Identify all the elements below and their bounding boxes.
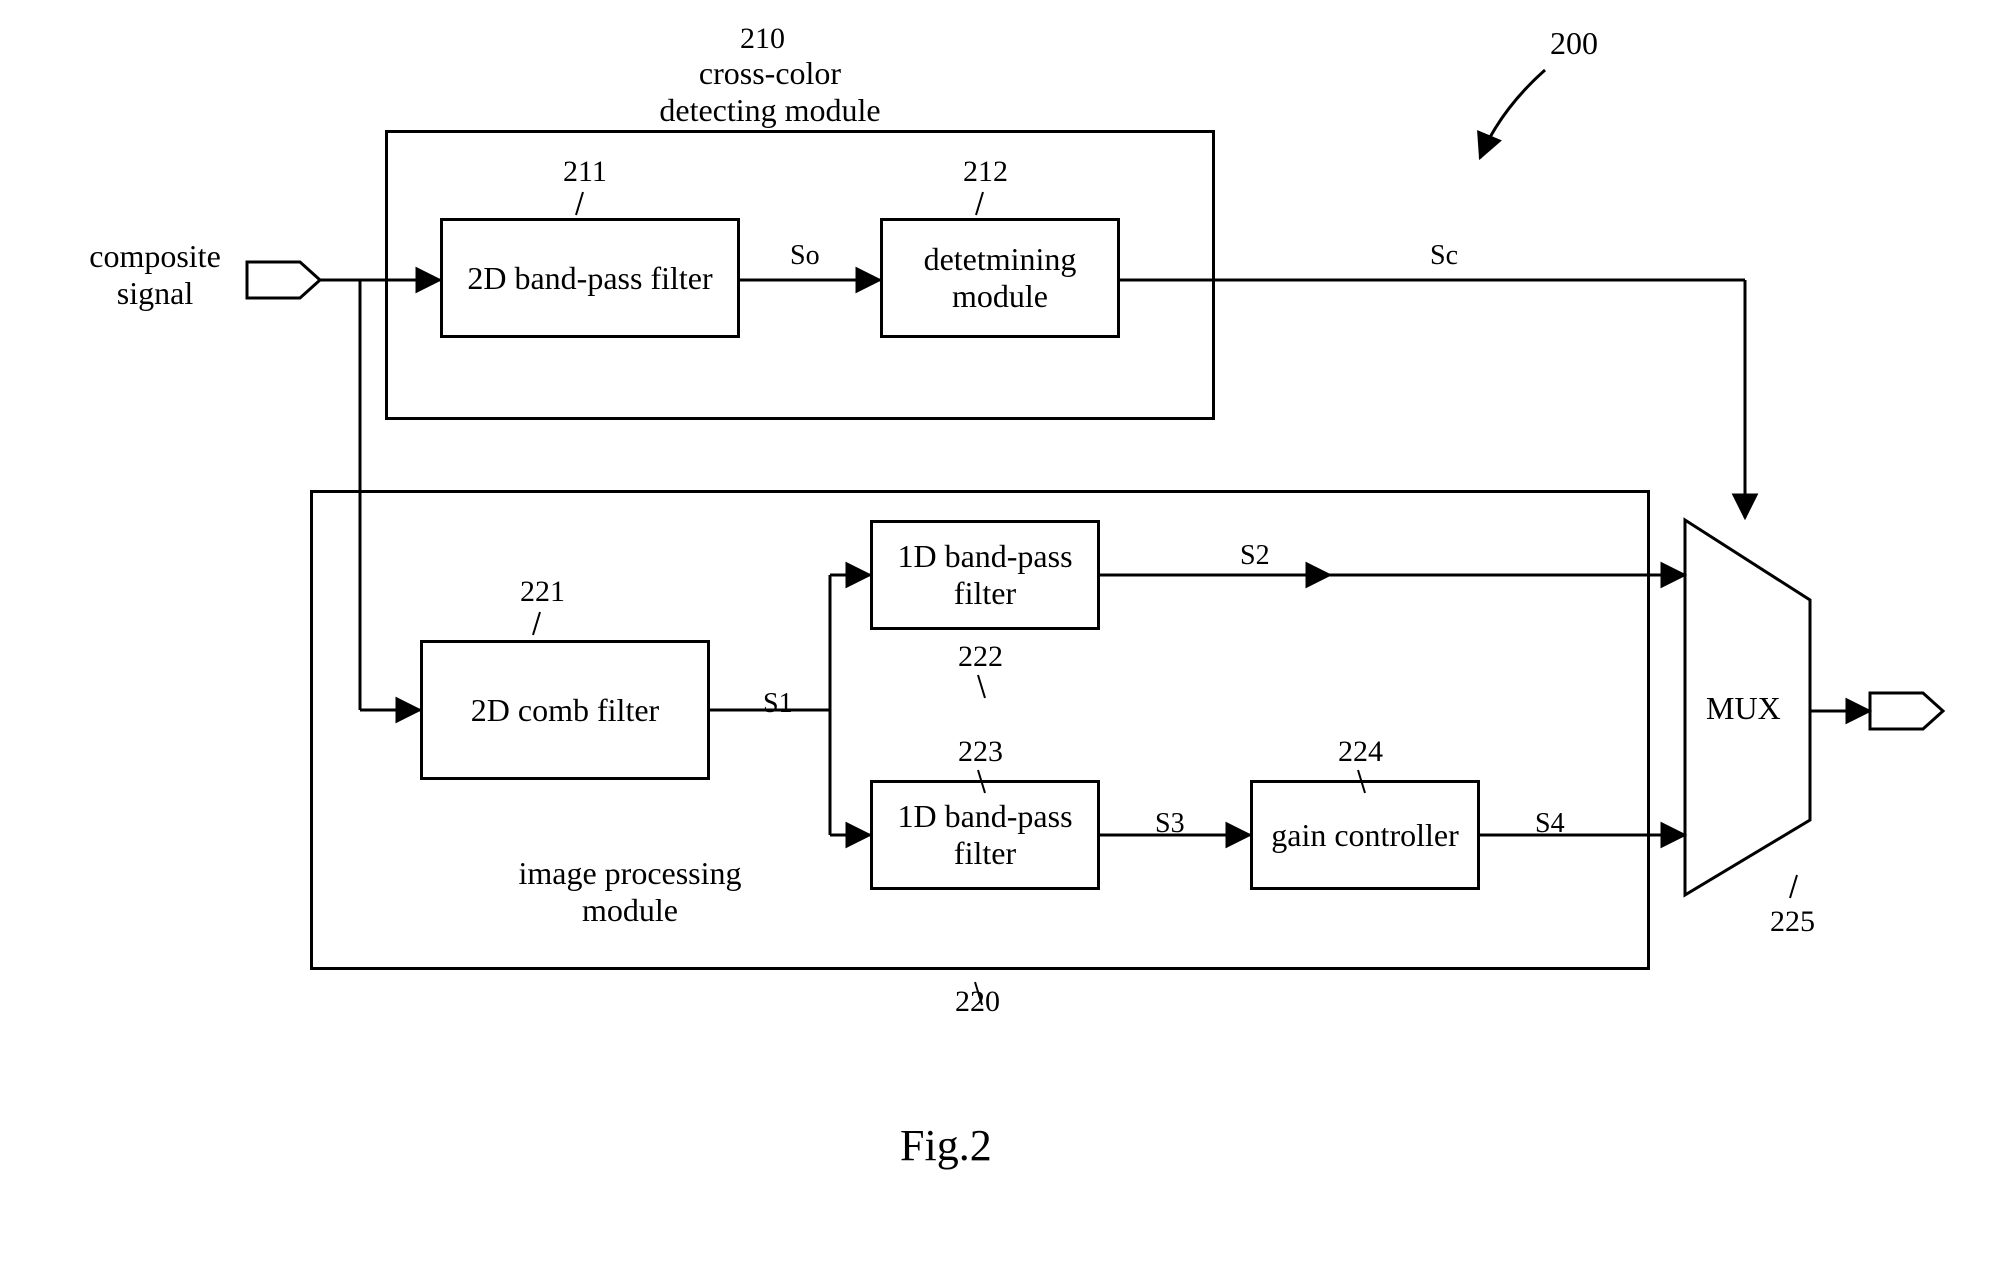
diagram-wires bbox=[0, 0, 2016, 1266]
